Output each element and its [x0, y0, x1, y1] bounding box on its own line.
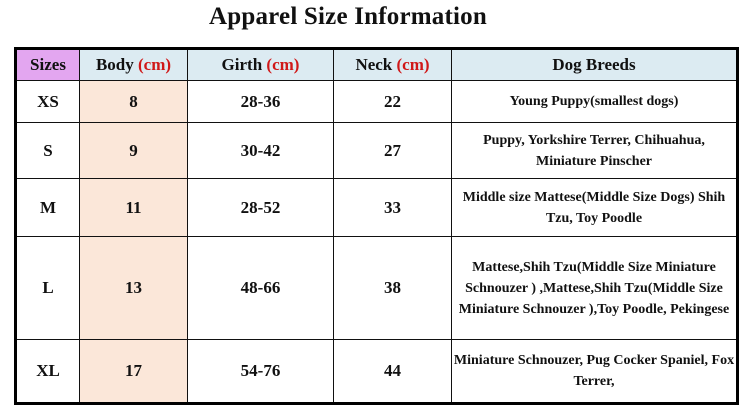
breeds-cell: Mattese,Shih Tzu(Middle Size Miniature S… — [451, 236, 738, 340]
neck-cell: 27 — [333, 122, 452, 179]
body-cell: 13 — [79, 236, 188, 340]
table-row: XL 17 54-76 44 Miniature Schnouzer, Pug … — [15, 339, 738, 404]
girth-cell: 54-76 — [187, 339, 334, 404]
table-header-row: Sizes Body (cm) Girth (cm) Neck (cm) Dog… — [15, 48, 738, 81]
header-label: Girth — [221, 55, 263, 74]
header-neck: Neck (cm) — [333, 48, 452, 81]
size-cell: M — [15, 178, 80, 237]
page-title: Apparel Size Information — [209, 3, 487, 30]
header-label: Neck — [355, 55, 393, 74]
neck-cell: 38 — [333, 236, 452, 340]
size-table: Sizes Body (cm) Girth (cm) Neck (cm) Dog… — [14, 47, 739, 405]
girth-cell: 30-42 — [187, 122, 334, 179]
header-label: Dog Breeds — [552, 55, 636, 74]
header-sizes: Sizes — [15, 48, 80, 81]
header-body: Body (cm) — [79, 48, 188, 81]
body-cell: 17 — [79, 339, 188, 404]
header-label: Body — [95, 55, 134, 74]
girth-cell: 28-36 — [187, 80, 334, 123]
header-unit: (cm) — [138, 55, 172, 74]
header-unit: (cm) — [396, 55, 430, 74]
breeds-cell: Puppy, Yorkshire Terrer, Chihuahua, Mini… — [451, 122, 738, 179]
neck-cell: 44 — [333, 339, 452, 404]
body-cell: 11 — [79, 178, 188, 237]
header-dog-breeds: Dog Breeds — [451, 48, 738, 81]
neck-cell: 33 — [333, 178, 452, 237]
header-label: Sizes — [30, 55, 66, 74]
table-row: L 13 48-66 38 Mattese,Shih Tzu(Middle Si… — [15, 236, 738, 340]
body-cell: 9 — [79, 122, 188, 179]
table-row: S 9 30-42 27 Puppy, Yorkshire Terrer, Ch… — [15, 122, 738, 179]
body-cell: 8 — [79, 80, 188, 123]
size-cell: S — [15, 122, 80, 179]
header-unit: (cm) — [266, 55, 300, 74]
table-row: M 11 28-52 33 Middle size Mattese(Middle… — [15, 178, 738, 237]
table-row: XS 8 28-36 22 Young Puppy(smallest dogs) — [15, 80, 738, 123]
size-cell: XL — [15, 339, 80, 404]
header-girth: Girth (cm) — [187, 48, 334, 81]
girth-cell: 28-52 — [187, 178, 334, 237]
girth-cell: 48-66 — [187, 236, 334, 340]
neck-cell: 22 — [333, 80, 452, 123]
size-cell: XS — [15, 80, 80, 123]
size-cell: L — [15, 236, 80, 340]
breeds-cell: Middle size Mattese(Middle Size Dogs) Sh… — [451, 178, 738, 237]
breeds-cell: Miniature Schnouzer, Pug Cocker Spaniel,… — [451, 339, 738, 404]
breeds-cell: Young Puppy(smallest dogs) — [451, 80, 738, 123]
